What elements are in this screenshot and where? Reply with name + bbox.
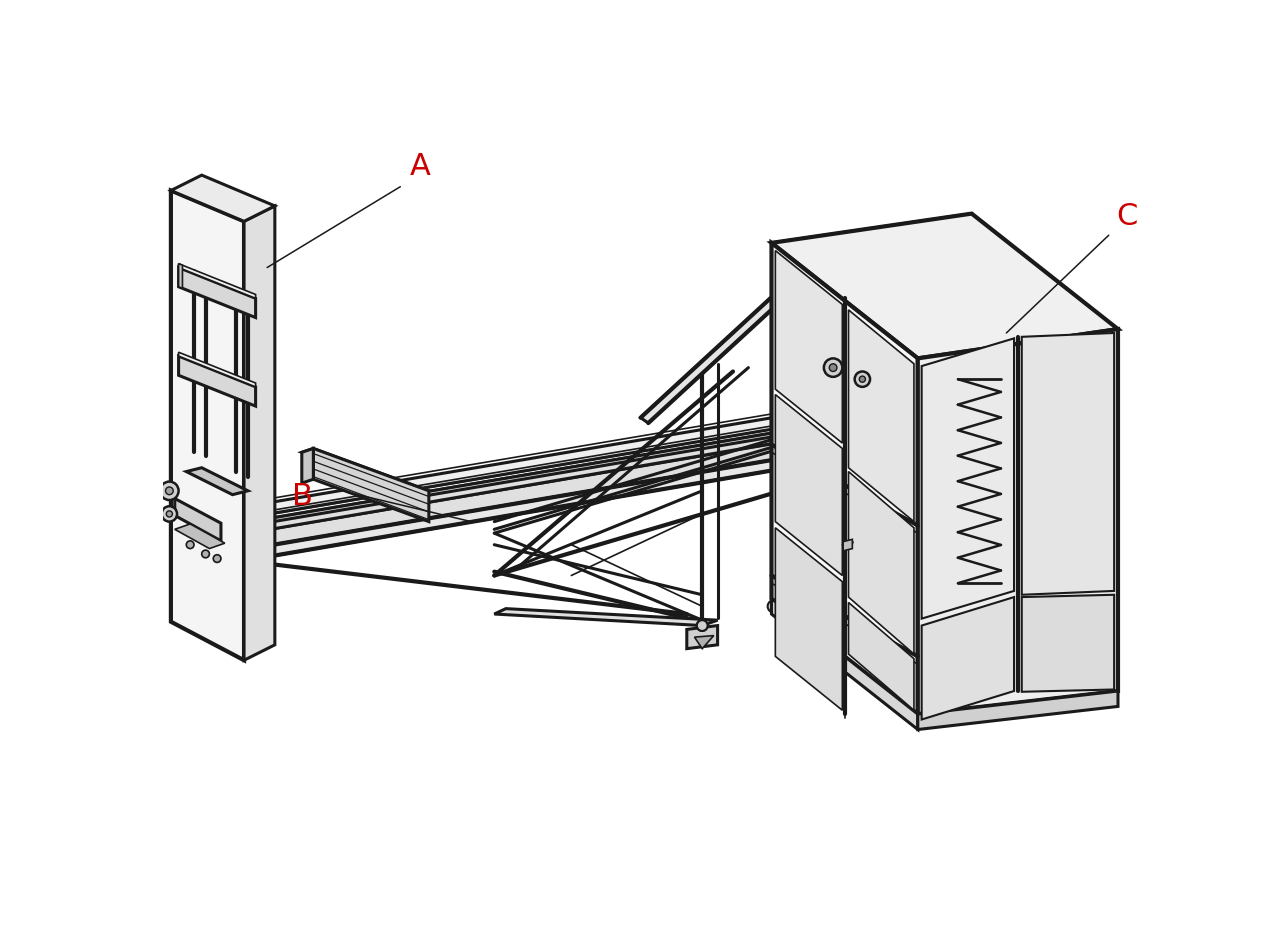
Polygon shape [776, 528, 842, 710]
Polygon shape [179, 356, 256, 406]
Polygon shape [849, 310, 914, 521]
Polygon shape [179, 352, 256, 387]
Polygon shape [772, 214, 972, 597]
Polygon shape [772, 214, 1117, 359]
Polygon shape [922, 339, 1014, 619]
Polygon shape [640, 240, 841, 423]
Polygon shape [175, 499, 221, 541]
Polygon shape [179, 264, 183, 289]
Polygon shape [179, 268, 256, 318]
Circle shape [696, 621, 708, 631]
Polygon shape [206, 429, 795, 556]
Polygon shape [179, 264, 256, 298]
Circle shape [829, 364, 837, 372]
Polygon shape [302, 448, 314, 483]
Circle shape [214, 554, 221, 563]
Polygon shape [314, 448, 429, 521]
Circle shape [202, 551, 210, 558]
Polygon shape [206, 406, 841, 530]
Polygon shape [772, 599, 918, 729]
Polygon shape [302, 448, 429, 495]
Circle shape [768, 600, 780, 612]
Circle shape [824, 359, 842, 377]
Polygon shape [918, 329, 1117, 714]
Polygon shape [172, 190, 244, 660]
Polygon shape [175, 524, 225, 549]
Circle shape [161, 506, 177, 521]
Polygon shape [849, 603, 914, 710]
Polygon shape [695, 636, 714, 649]
Polygon shape [844, 539, 852, 551]
Polygon shape [918, 691, 1117, 729]
Circle shape [166, 511, 173, 517]
Polygon shape [772, 243, 918, 714]
Polygon shape [187, 467, 248, 495]
Circle shape [165, 487, 173, 495]
Polygon shape [776, 251, 842, 443]
Polygon shape [494, 608, 718, 625]
Text: C: C [1116, 201, 1138, 231]
Polygon shape [244, 206, 275, 660]
Circle shape [160, 482, 179, 500]
Polygon shape [172, 175, 275, 221]
Circle shape [187, 541, 195, 549]
Text: B: B [292, 482, 314, 512]
Polygon shape [849, 471, 914, 654]
Polygon shape [1021, 595, 1114, 692]
Circle shape [696, 621, 708, 631]
Polygon shape [922, 597, 1014, 720]
Polygon shape [206, 506, 248, 556]
Circle shape [859, 377, 865, 382]
Polygon shape [1021, 333, 1114, 595]
Polygon shape [687, 625, 718, 649]
Text: A: A [410, 152, 430, 182]
Circle shape [855, 372, 870, 387]
Polygon shape [206, 456, 833, 560]
Polygon shape [776, 394, 842, 575]
